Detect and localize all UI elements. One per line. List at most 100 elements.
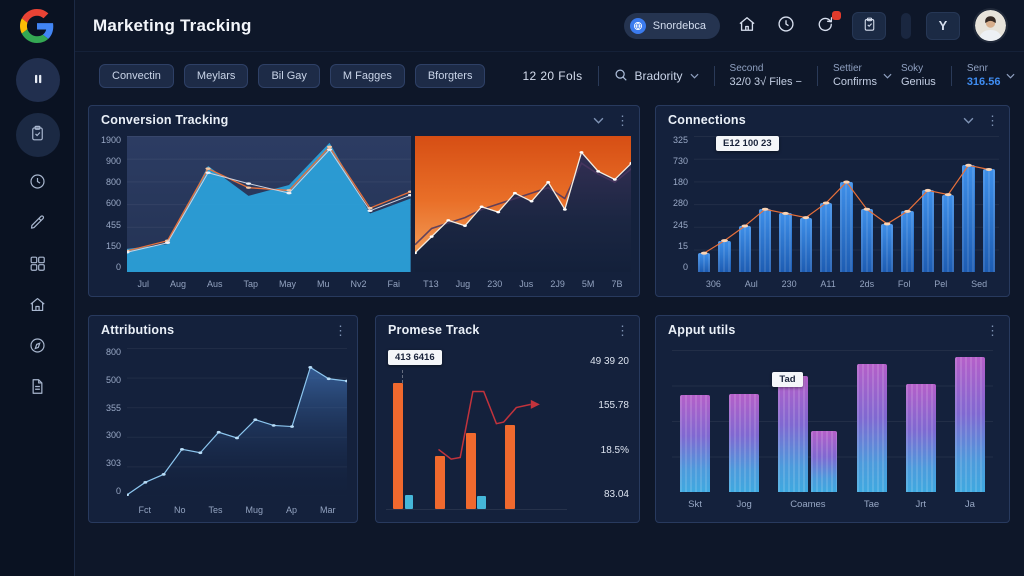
conversion-left-chart [127,136,411,272]
files-selector[interactable]: Second 32/0 3√ Files − [730,62,802,89]
chevron-down-icon [690,73,699,79]
red-line-svg [386,348,540,509]
tick-label: 245 [672,219,688,230]
clipboard-button[interactable] [852,11,886,40]
apput-chart: Skt Jog Coames Tad Tae Jrt Ja [672,350,993,510]
tick-label: 730 [672,156,688,167]
kebab-menu-button[interactable]: ⋮ [616,112,629,128]
kebab-menu-button[interactable]: ⋮ [986,112,999,128]
tick-label: T13 [423,278,439,289]
page-title: Marketing Tracking [93,15,252,35]
tick-label: 1900 [100,135,121,145]
toolbar-divider [901,12,911,39]
soky-selector[interactable]: Soky Genius [901,62,936,89]
panel-title: Promese Track [388,323,480,337]
tick-label: May [278,278,296,289]
document-icon [28,377,47,399]
settier-selector-value: Confirms [832,76,877,89]
tick-label: 280 [672,198,688,209]
sidebar-item-pause[interactable] [15,58,60,102]
tick-label: Mu [316,278,330,289]
chevron-down-icon [1006,73,1015,79]
chevron-down-icon [883,73,892,79]
sidebar-item-explore[interactable] [16,332,60,362]
bar-group: Ja [954,350,985,510]
files-selector-value: 32/0 3√ Files − [729,76,802,89]
senr-selector[interactable]: Senr 316.56 [967,62,1016,89]
panel-connections: Connections ⋮ 325 730 180 280 245 15 0 E12 100… [655,105,1010,297]
attributions-chart-body: 800 500 355 300 303 0 [95,348,347,496]
kebab-menu-button[interactable]: ⋮ [986,322,999,338]
panel-header: Connections ⋮ [656,106,1009,134]
search-dropdown[interactable]: Bradority [614,68,699,85]
divider [816,66,818,86]
tick-label: 303 [105,458,121,469]
filter-pill[interactable]: M Fagges [329,64,405,88]
gradient-bar [680,395,710,492]
tick-label: 300 [105,430,121,441]
soky-selector-value: Genius [900,76,936,89]
filter-pill[interactable]: Bil Gay [258,64,320,88]
divider [713,66,715,86]
share-pill-button[interactable]: Snordebca [623,12,720,39]
bar [942,194,955,272]
orange-bar [393,383,404,509]
sidebar-item-edit[interactable] [16,209,60,239]
bar-group: Tae [856,350,887,510]
gradient-bar [811,430,838,492]
filter-pill[interactable]: Meylars [183,64,249,88]
collapse-chevron-button[interactable] [593,117,604,124]
grid-icon [28,254,47,276]
history-icon-button[interactable] [774,14,798,38]
tick-label: Fol [897,278,911,289]
y-button[interactable]: Y [926,11,960,40]
y-axis: 325 730 180 280 245 15 0 [662,136,694,272]
sidebar-item-home[interactable] [16,291,60,321]
x-axis: Jul Aug Aus Tap May Mu Nv2 Fai T13 Jug 230 Jus 2J9 5… [95,274,631,294]
sidebar-nav [0,58,75,403]
results-count: 12 20 Fols [522,69,583,83]
notification-badge [832,10,841,20]
bar-series [694,136,999,272]
area-chart-svg [127,142,411,272]
sidebar-item-reports[interactable] [16,373,60,403]
value-label: 83.04 [603,488,629,500]
bar [738,225,751,272]
tick-label: 150 [105,240,121,251]
panel-title: Apput utils [668,323,736,337]
bar [962,165,975,272]
collapse-chevron-button[interactable] [963,117,974,124]
cyan-bar [405,494,414,509]
filter-pills: Convectin Meylars Bil Gay M Fagges Bforgters [99,64,486,88]
filter-pill[interactable]: Convectin [99,64,174,88]
sidebar-item-clipboard[interactable] [15,113,60,157]
tick-label: Fct [138,504,151,515]
tick-label: 500 [105,374,121,385]
tick-label: Jus [519,278,534,289]
avatar[interactable] [975,10,1006,41]
sidebar-item-dashboard[interactable] [16,250,60,280]
panel-attributions: Attributions ⋮ 800 500 355 300 303 0 Fct No Tes… [88,315,358,523]
panel-promese-track: Promese Track ⋮ 413 6416 49 39 20 155.78 1… [375,315,640,523]
bar [718,240,731,272]
connections-chart: E12 100 23 [694,136,999,272]
search-dropdown-label: Bradority [634,69,683,83]
line-overlay-svg [700,163,993,255]
filter-pill[interactable]: Bforgters [414,64,486,88]
bar [982,169,995,272]
sidebar-item-history[interactable] [16,168,60,198]
home-icon-button[interactable] [735,14,759,38]
settier-selector[interactable]: Settier Confirms [833,62,892,89]
tick-label: Mug [245,504,263,515]
kebab-menu-button[interactable]: ⋮ [616,322,629,338]
gradient-bar [856,364,887,492]
filter-toolbar: Convectin Meylars Bil Gay M Fagges Bforgters… [75,52,1024,100]
google-logo[interactable] [20,9,54,43]
kebab-menu-button[interactable]: ⋮ [334,322,347,338]
bar [921,190,934,272]
bar [799,217,812,272]
sidebar [0,0,75,576]
refresh-icon-button[interactable] [813,10,841,38]
tick-label: 2J9 [550,278,565,289]
promese-chart: 413 6416 [386,348,567,510]
